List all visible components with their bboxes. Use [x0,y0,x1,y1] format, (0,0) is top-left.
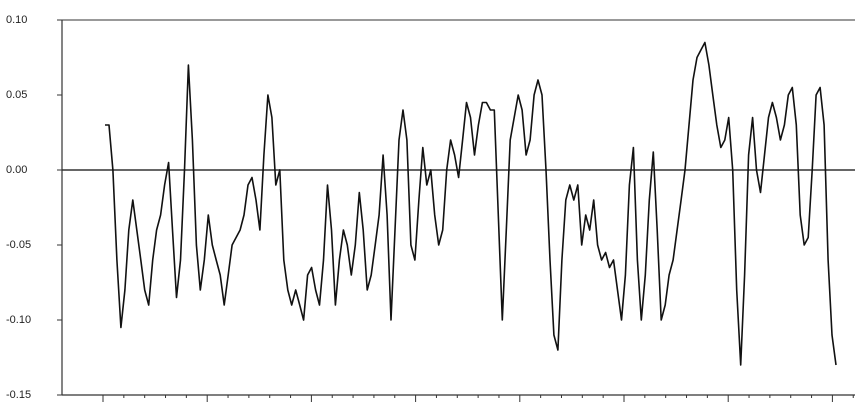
y-tick-label: -0.10 [6,314,31,326]
y-tick-label: 0.00 [6,164,27,176]
y-tick-label: 0.10 [6,14,27,26]
y-tick-label: -0.15 [6,389,31,401]
y-tick-label: 0.05 [6,89,27,101]
y-tick-label: -0.05 [6,239,31,251]
data-line [105,41,837,366]
